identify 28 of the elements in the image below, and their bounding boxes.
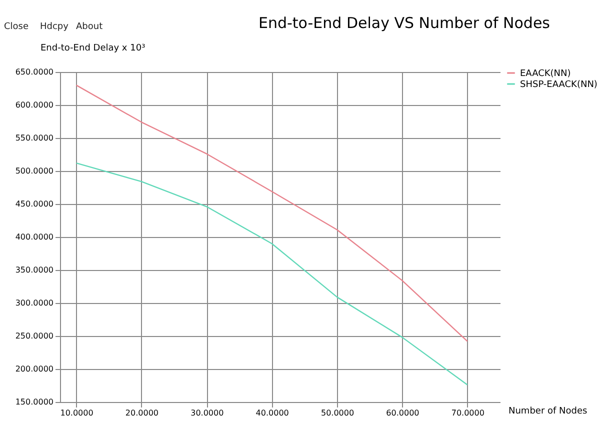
x-tick-label: 20.0000 <box>125 408 159 418</box>
line-series <box>76 162 468 386</box>
y-tick-label: 550.0000 <box>15 134 54 142</box>
y-tick-label: 450.0000 <box>15 200 54 208</box>
y-axis-title: End-to-End Delay x 10³ <box>40 44 146 54</box>
y-tick-label: 600.0000 <box>15 100 54 110</box>
text: Close <box>4 22 29 32</box>
chart-title: End-to-End Delay VS Number of Nodes <box>258 14 550 32</box>
y-tick-label: 200.0000 <box>15 364 54 374</box>
text: About <box>76 22 104 32</box>
y-tick-label: 500.0000 <box>15 166 54 176</box>
y-tick-label: 250.0000 <box>15 332 54 340</box>
y-tick-label: 300.0000 <box>15 298 54 308</box>
x-tick-label: 30.0000 <box>190 408 224 418</box>
x-tick-label: 50.0000 <box>320 408 354 418</box>
line-series <box>76 84 468 342</box>
y-tick-label: 350.0000 <box>15 266 54 274</box>
x-axis-title: Number of Nodes <box>508 406 588 416</box>
x-tick-label: 10.0000 <box>60 408 94 418</box>
legend-label: SHSP-EAACK(NN) <box>520 80 598 90</box>
y-tick-label: 150.0000 <box>15 398 54 406</box>
y-tick-label: 650.0000 <box>15 68 54 76</box>
x-tick-label: 70.0000 <box>451 408 484 418</box>
x-tick-label: 40.0000 <box>256 408 289 418</box>
x-tick-label: 60.0000 <box>386 408 420 418</box>
text: Hdcpy <box>40 22 70 32</box>
legend-label: EAACK(NN) <box>520 69 571 79</box>
y-tick-label: 400.0000 <box>15 232 54 242</box>
